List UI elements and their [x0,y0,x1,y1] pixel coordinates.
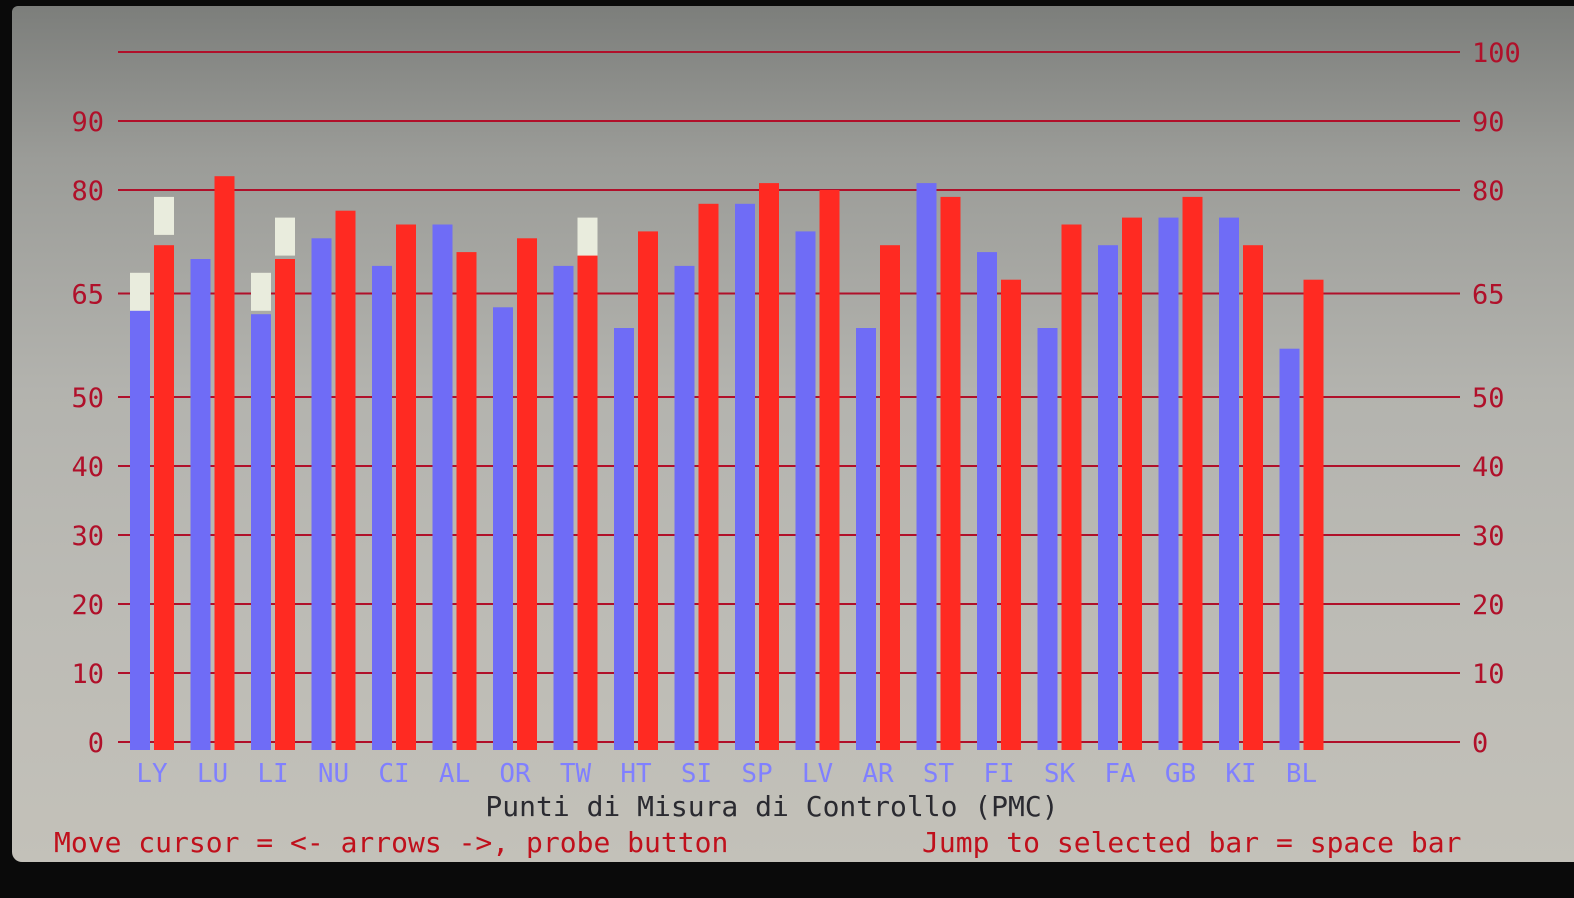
bar-SP-1 [735,203,755,751]
bar-NU-2 [335,210,356,750]
bar-FI-1 [977,252,997,750]
category-label-SI: SI [681,759,712,789]
category-label-LV: LV [802,759,833,789]
category-label-NU: NU [318,759,349,789]
category-label-TW: TW [560,759,592,789]
bar-SK-2 [1061,224,1082,750]
x-axis-label: Punti di Misura di Controllo (PMC) [485,790,1059,823]
left-tick-label: 50 [71,383,104,414]
bar-OR-2 [517,238,537,751]
right-tick-label: 30 [1472,521,1505,552]
bar-FA-2 [1122,217,1142,751]
category-label-AL: AL [439,759,470,789]
bar-TW-1 [553,265,574,750]
category-label-OR: OR [499,759,531,789]
category-label-CI: CI [378,759,409,789]
bar-OR-1 [493,307,513,750]
left-tick-label: 0 [88,728,104,759]
category-label-SP: SP [741,759,772,789]
right-tick-label: 80 [1472,176,1505,207]
category-label-GB: GB [1165,759,1196,789]
right-tick-label: 20 [1472,590,1505,621]
left-tick-label: 20 [71,590,104,621]
right-axis-ticks: 0 10 20 30 40 50 65 80 90 100 [1472,38,1521,759]
bar-AL-1 [432,224,453,750]
bar-LY-1 [130,300,150,750]
bar-SK-1 [1037,328,1058,750]
bar-ST-1 [916,183,937,751]
markers [130,196,598,311]
category-label-BL: BL [1286,759,1317,789]
marker-LY-2 [154,196,174,235]
left-tick-label: 65 [71,280,104,311]
category-label-FA: FA [1104,759,1136,789]
cursor-help-text: Move cursor = <- arrows ->, probe button [54,826,729,859]
bar-ST-2 [940,196,961,750]
category-labels: LY LU LI NU CI AL OR TW HT SI SP LV AR ST FI SK FA GB KI BL [136,759,1317,789]
left-tick-label: 10 [71,659,104,690]
bar-AR-1 [856,328,876,750]
bar-BL-2 [1303,279,1324,750]
bar-FA-1 [1098,245,1118,750]
right-tick-label: 100 [1472,38,1521,69]
left-tick-label: 40 [71,452,104,483]
bar-HT-2 [638,231,658,750]
bar-SI-2 [698,203,719,751]
left-tick-label: 90 [71,107,104,138]
crt-screen: 0 10 20 30 40 50 65 80 90 0 10 20 30 40 50 65 80 90 100 L… [12,6,1574,862]
bar-AL-2 [456,252,477,750]
category-label-LU: LU [197,759,228,789]
marker-TW-2 [577,217,598,256]
bar-LV-2 [819,190,840,750]
bar-HT-1 [614,328,634,750]
right-tick-label: 50 [1472,383,1505,414]
right-tick-label: 0 [1472,728,1488,759]
bar-SI-1 [674,265,695,750]
jump-help-text: Jump to selected bar = space bar [922,826,1462,859]
bar-FI-2 [1001,279,1021,750]
bar-LY-2 [154,245,174,750]
category-label-AR: AR [862,759,894,789]
bar-CI-2 [396,224,416,750]
bar-LV-1 [795,231,816,750]
right-tick-label: 65 [1472,280,1505,311]
marker-LY-1 [130,272,150,311]
bar-LI-2 [275,259,295,750]
marker-LI-2 [275,217,295,256]
bar-AR-2 [880,245,900,750]
right-tick-label: 10 [1472,659,1505,690]
left-tick-label: 30 [71,521,104,552]
category-label-SK: SK [1044,759,1076,789]
left-axis-ticks: 0 10 20 30 40 50 65 80 90 [71,107,104,759]
bar-chart: 0 10 20 30 40 50 65 80 90 0 10 20 30 40 50 65 80 90 100 L… [71,38,1521,789]
category-label-FI: FI [983,759,1014,789]
category-label-ST: ST [923,759,955,789]
bar-KI-1 [1219,217,1239,751]
bar-BL-1 [1279,348,1300,750]
bar-LU-2 [214,176,235,750]
marker-LI-1 [251,272,271,311]
category-label-LY: LY [136,759,168,789]
left-tick-label: 80 [71,176,104,207]
bar-LI-1 [251,314,271,750]
bar-SP-2 [759,183,779,751]
category-label-LI: LI [257,759,288,789]
category-label-KI: KI [1225,759,1256,789]
bar-GB-2 [1182,196,1203,750]
right-tick-label: 40 [1472,452,1505,483]
bar-LU-1 [190,259,211,750]
bar-NU-1 [311,238,332,751]
bars [130,176,1324,751]
right-tick-label: 90 [1472,107,1505,138]
bar-CI-1 [372,265,392,750]
bar-KI-2 [1243,245,1263,750]
category-label-HT: HT [620,759,652,789]
bar-GB-1 [1158,217,1179,751]
bar-TW-2 [577,245,598,750]
